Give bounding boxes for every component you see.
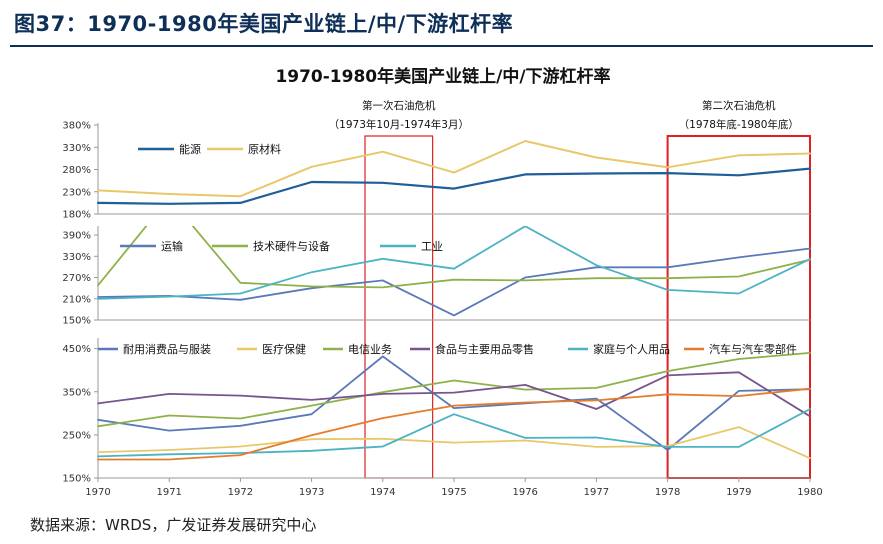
crisis-box <box>364 135 434 479</box>
y-tick-label: 150% <box>62 316 91 327</box>
y-tick-label: 450% <box>62 344 91 355</box>
x-tick-label: 1975 <box>441 487 466 498</box>
legend-label: 原材料 <box>248 142 281 156</box>
x-tick-label: 1979 <box>726 487 751 498</box>
series-line <box>97 355 811 451</box>
series-line <box>97 387 811 461</box>
figure-title: 图37：1970-1980年美国产业链上/中/下游杠杆率 <box>14 12 514 36</box>
x-tick-label: 1978 <box>655 487 680 498</box>
y-tick-label: 250% <box>62 430 91 441</box>
data-source: 数据来源：WRDS，广发证券发展研究中心 <box>30 516 317 534</box>
y-tick-label: 350% <box>62 387 91 398</box>
x-tick-label: 1980 <box>797 487 822 498</box>
legend-label: 医疗保健 <box>262 342 306 356</box>
legend-label: 家庭与个人用品 <box>593 342 670 356</box>
y-tick-label: 270% <box>62 273 91 284</box>
x-tick-label: 1973 <box>299 487 324 498</box>
legend-label: 电信业务 <box>348 343 392 356</box>
legend-label: 能源 <box>179 142 201 156</box>
x-tick-label: 1971 <box>156 487 181 498</box>
crisis-period: （1973年10月-1974年3月） <box>329 118 469 131</box>
panel-series-group <box>97 140 811 205</box>
series-line <box>97 408 811 458</box>
series-line <box>97 226 811 300</box>
chart-title: 1970-1980年美国产业链上/中/下游杠杆率 <box>275 66 610 87</box>
legend-label: 汽车与汽车零部件 <box>709 342 797 356</box>
y-tick-label: 390% <box>62 231 91 242</box>
legend-label: 食品与主要用品零售 <box>435 342 534 356</box>
y-tick-label: 150% <box>62 474 91 485</box>
crisis-period: （1978年底-1980年底） <box>679 118 799 131</box>
series-line <box>97 167 811 205</box>
y-tick-label: 180% <box>62 210 91 221</box>
y-tick-label: 330% <box>62 143 91 154</box>
axes: 180% 230% 280% 330% 380% 150% 210% 270% 330% 390%… <box>62 121 822 499</box>
x-tick-label: 1977 <box>584 487 609 498</box>
title-divider <box>10 45 873 47</box>
legend-label: 技术硬件与设备 <box>253 239 330 253</box>
x-tick-label: 1970 <box>85 487 110 498</box>
x-tick-label: 1976 <box>512 487 537 498</box>
series-lines <box>97 140 811 461</box>
series-line <box>97 351 811 428</box>
crisis-label: 第二次石油危机 <box>702 99 776 112</box>
x-tick-label: 1972 <box>228 487 253 498</box>
y-tick-label: 280% <box>62 165 91 176</box>
y-tick-label: 230% <box>62 187 91 198</box>
legend-label: 耐用消费品与服装 <box>123 342 211 356</box>
panel-series-group <box>97 226 811 317</box>
crisis-label: 第一次石油危机 <box>362 99 436 112</box>
series-line <box>97 140 811 198</box>
legend-label: 运输 <box>161 239 183 253</box>
series-line <box>97 247 811 317</box>
y-tick-label: 330% <box>62 252 91 263</box>
series-line <box>97 426 811 460</box>
series-line <box>97 371 811 418</box>
y-tick-label: 210% <box>62 294 91 305</box>
legend-label: 工业 <box>421 240 443 253</box>
panel-series-group <box>97 351 811 461</box>
series-line <box>97 226 811 289</box>
x-tick-label: 1974 <box>370 487 395 498</box>
y-tick-label: 380% <box>62 121 91 132</box>
